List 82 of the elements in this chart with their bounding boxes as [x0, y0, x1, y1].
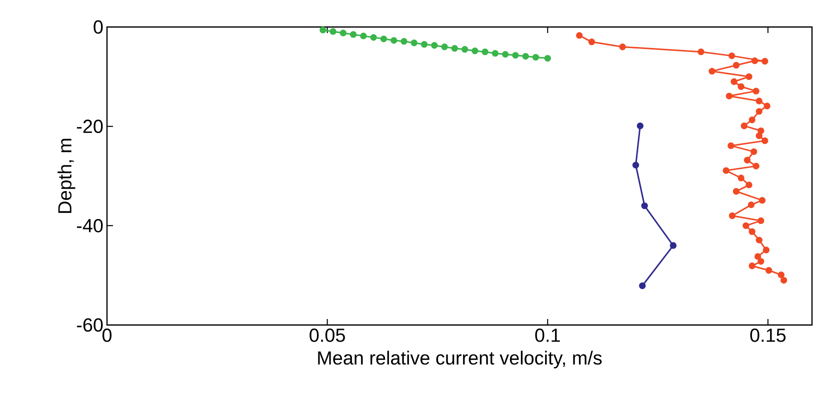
point: [472, 47, 478, 54]
point: [636, 122, 644, 130]
y-tick-label: -60: [76, 318, 103, 332]
point: [576, 32, 583, 39]
point: [420, 41, 428, 48]
point: [740, 122, 748, 130]
point: [730, 78, 738, 85]
point: [410, 40, 418, 46]
point: [758, 217, 764, 224]
point: [390, 37, 398, 44]
point: [738, 83, 744, 90]
point: [641, 202, 648, 210]
point: [750, 148, 758, 156]
point: [639, 282, 646, 290]
point: [451, 45, 458, 52]
point: [746, 182, 752, 188]
point: [619, 44, 626, 50]
point: [330, 28, 336, 35]
point: [400, 38, 408, 45]
point: [758, 258, 764, 265]
point: [746, 73, 752, 80]
point: [492, 50, 499, 57]
point: [632, 162, 640, 168]
y-tick-label: -40: [76, 218, 103, 232]
point: [482, 48, 488, 56]
point: [726, 92, 733, 100]
point: [762, 58, 768, 65]
point: [742, 222, 750, 230]
point: [350, 31, 357, 38]
point: [431, 42, 438, 49]
point: [752, 88, 760, 94]
point: [544, 54, 551, 62]
point: [762, 246, 770, 254]
point: [532, 54, 540, 61]
point: [340, 30, 347, 36]
point: [360, 32, 367, 40]
point: [320, 26, 326, 34]
point: [738, 174, 744, 182]
point: [756, 108, 762, 115]
point: [522, 52, 529, 60]
point: [441, 44, 448, 50]
point: [728, 142, 734, 150]
point: [752, 162, 760, 170]
point: [756, 98, 762, 104]
point: [732, 62, 740, 69]
y-tick-label: -20: [76, 120, 103, 134]
point: [762, 137, 768, 144]
point: [756, 236, 762, 244]
point: [728, 212, 736, 220]
point: [758, 127, 764, 134]
point: [780, 276, 788, 284]
point: [698, 48, 704, 56]
x-tick-label: 0.15: [750, 328, 786, 342]
x-axis-title: Mean relative current velocity, m/s: [318, 350, 602, 368]
point: [708, 68, 716, 75]
point: [756, 132, 762, 140]
point: [748, 201, 755, 208]
point: [758, 196, 766, 204]
point: [502, 50, 509, 58]
x-tick-label: 0: [102, 328, 112, 342]
point: [748, 262, 756, 270]
point: [728, 52, 736, 60]
point: [751, 57, 758, 64]
point: [764, 102, 770, 110]
point: [512, 52, 519, 59]
x-tick-label: 0.1: [535, 328, 560, 342]
point: [670, 242, 677, 249]
point: [748, 228, 756, 235]
point: [778, 271, 785, 278]
point: [748, 116, 756, 124]
point: [370, 34, 377, 41]
point: [744, 156, 751, 164]
point: [461, 46, 468, 53]
point: [754, 253, 762, 260]
point: [588, 38, 596, 46]
point: [732, 188, 740, 195]
y-axis-title: Depth, m: [58, 138, 76, 213]
x-tick-label: 0.05: [310, 328, 345, 342]
point: [765, 267, 772, 274]
point: [722, 167, 730, 174]
point: [380, 36, 388, 42]
y-tick-label: 0: [94, 20, 103, 34]
